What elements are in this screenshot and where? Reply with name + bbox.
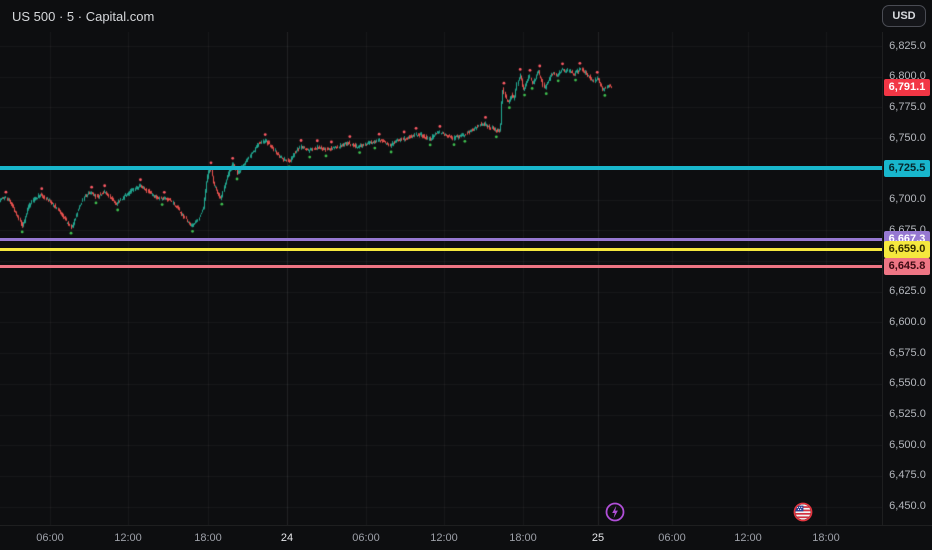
price-line-3[interactable] <box>0 264 882 268</box>
currency-button[interactable]: USD <box>882 5 926 27</box>
chart-header: US 500 · 5 · Capital.com USD <box>0 0 932 32</box>
time-tick-label: 18:00 <box>812 532 840 544</box>
time-tick-label: 25 <box>591 532 605 544</box>
price-line-label: 6,725.5 <box>884 159 930 177</box>
lightning-event-icon[interactable] <box>604 501 626 523</box>
price-line-label: 6,659.0 <box>884 241 930 259</box>
price-line-label: 6,645.8 <box>884 257 930 275</box>
price-tick-label: 6,475.0 <box>889 469 926 482</box>
time-tick-label: 06:00 <box>36 532 64 544</box>
price-tick-label: 6,550.0 <box>889 377 926 390</box>
price-axis[interactable]: 6,825.0 6,800.0 6,775.0 6,750.0 6,700.0 6,675… <box>882 32 932 525</box>
price-tick-label: 6,450.0 <box>889 500 926 513</box>
price-tick-label: 6,600.0 <box>889 315 926 328</box>
time-tick-label: 06:00 <box>352 532 380 544</box>
chart-region <box>0 32 882 525</box>
time-tick-label: 12:00 <box>734 532 762 544</box>
price-line-2[interactable] <box>0 248 882 252</box>
time-tick-label: 18:00 <box>509 532 537 544</box>
time-tick-label: 12:00 <box>430 532 458 544</box>
time-tick-label: 18:00 <box>194 532 222 544</box>
price-tick-label: 6,575.0 <box>889 346 926 359</box>
price-tick-label: 6,775.0 <box>889 100 926 113</box>
last-price-label: 6,791.1 <box>884 79 930 97</box>
time-tick-label: 24 <box>280 532 294 544</box>
time-axis[interactable]: 06:00 12:00 18:00 24 06:00 12:00 18:00 25 06:00 1… <box>0 525 932 550</box>
us-flag-event-icon[interactable] <box>792 501 814 523</box>
price-tick-label: 6,700.0 <box>889 193 926 206</box>
price-tick-label: 6,525.0 <box>889 408 926 421</box>
time-tick-label: 06:00 <box>658 532 686 544</box>
price-line-1[interactable] <box>0 238 882 242</box>
price-chart-canvas[interactable] <box>0 32 882 525</box>
price-tick-label: 6,825.0 <box>889 39 926 52</box>
price-line-0[interactable] <box>0 166 882 171</box>
time-tick-label: 12:00 <box>114 532 142 544</box>
symbol-legend[interactable]: US 500 · 5 · Capital.com <box>12 9 155 24</box>
price-tick-label: 6,500.0 <box>889 438 926 451</box>
price-tick-label: 6,750.0 <box>889 131 926 144</box>
price-tick-label: 6,625.0 <box>889 285 926 298</box>
